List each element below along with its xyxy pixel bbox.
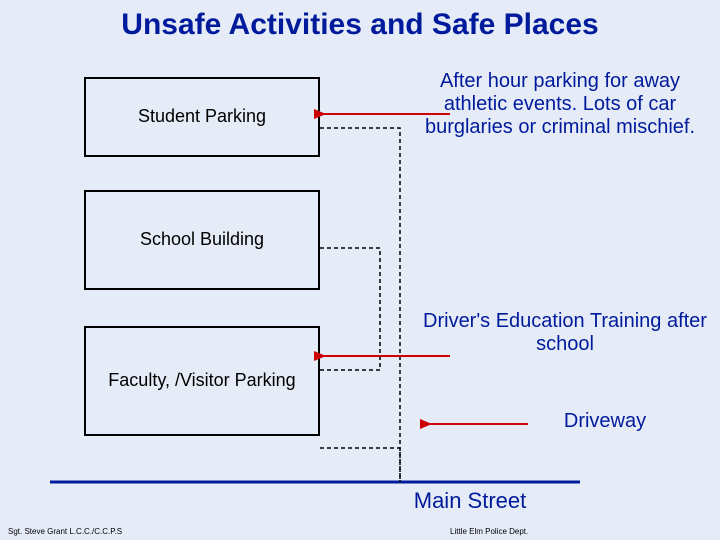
annot-main-street: Main Street [370, 488, 570, 513]
box-student-parking-label: Student Parking [138, 106, 266, 128]
annot-driveway: Driveway [530, 410, 680, 433]
box-faculty-visitor-label: Faculty, /Visitor Parking [108, 370, 295, 392]
box-school-building-label: School Building [140, 229, 264, 251]
box-student-parking: Student Parking [84, 77, 320, 157]
box-school-building: School Building [84, 190, 320, 290]
dashed-path-2 [320, 128, 400, 482]
annot-after-hour: After hour parking for away athletic eve… [420, 70, 700, 139]
box-faculty-visitor: Faculty, /Visitor Parking [84, 326, 320, 436]
dashed-path-1 [320, 448, 400, 482]
dashed-path-3 [320, 248, 380, 370]
page-title: Unsafe Activities and Safe Places [0, 8, 720, 42]
annot-drivers-ed: Driver's Education Training after school [420, 310, 710, 356]
footer-left: Sgt. Steve Grant L.C.C./C.C.P.S [8, 527, 122, 536]
footer-right: Little Elm Police Dept. [450, 527, 528, 536]
